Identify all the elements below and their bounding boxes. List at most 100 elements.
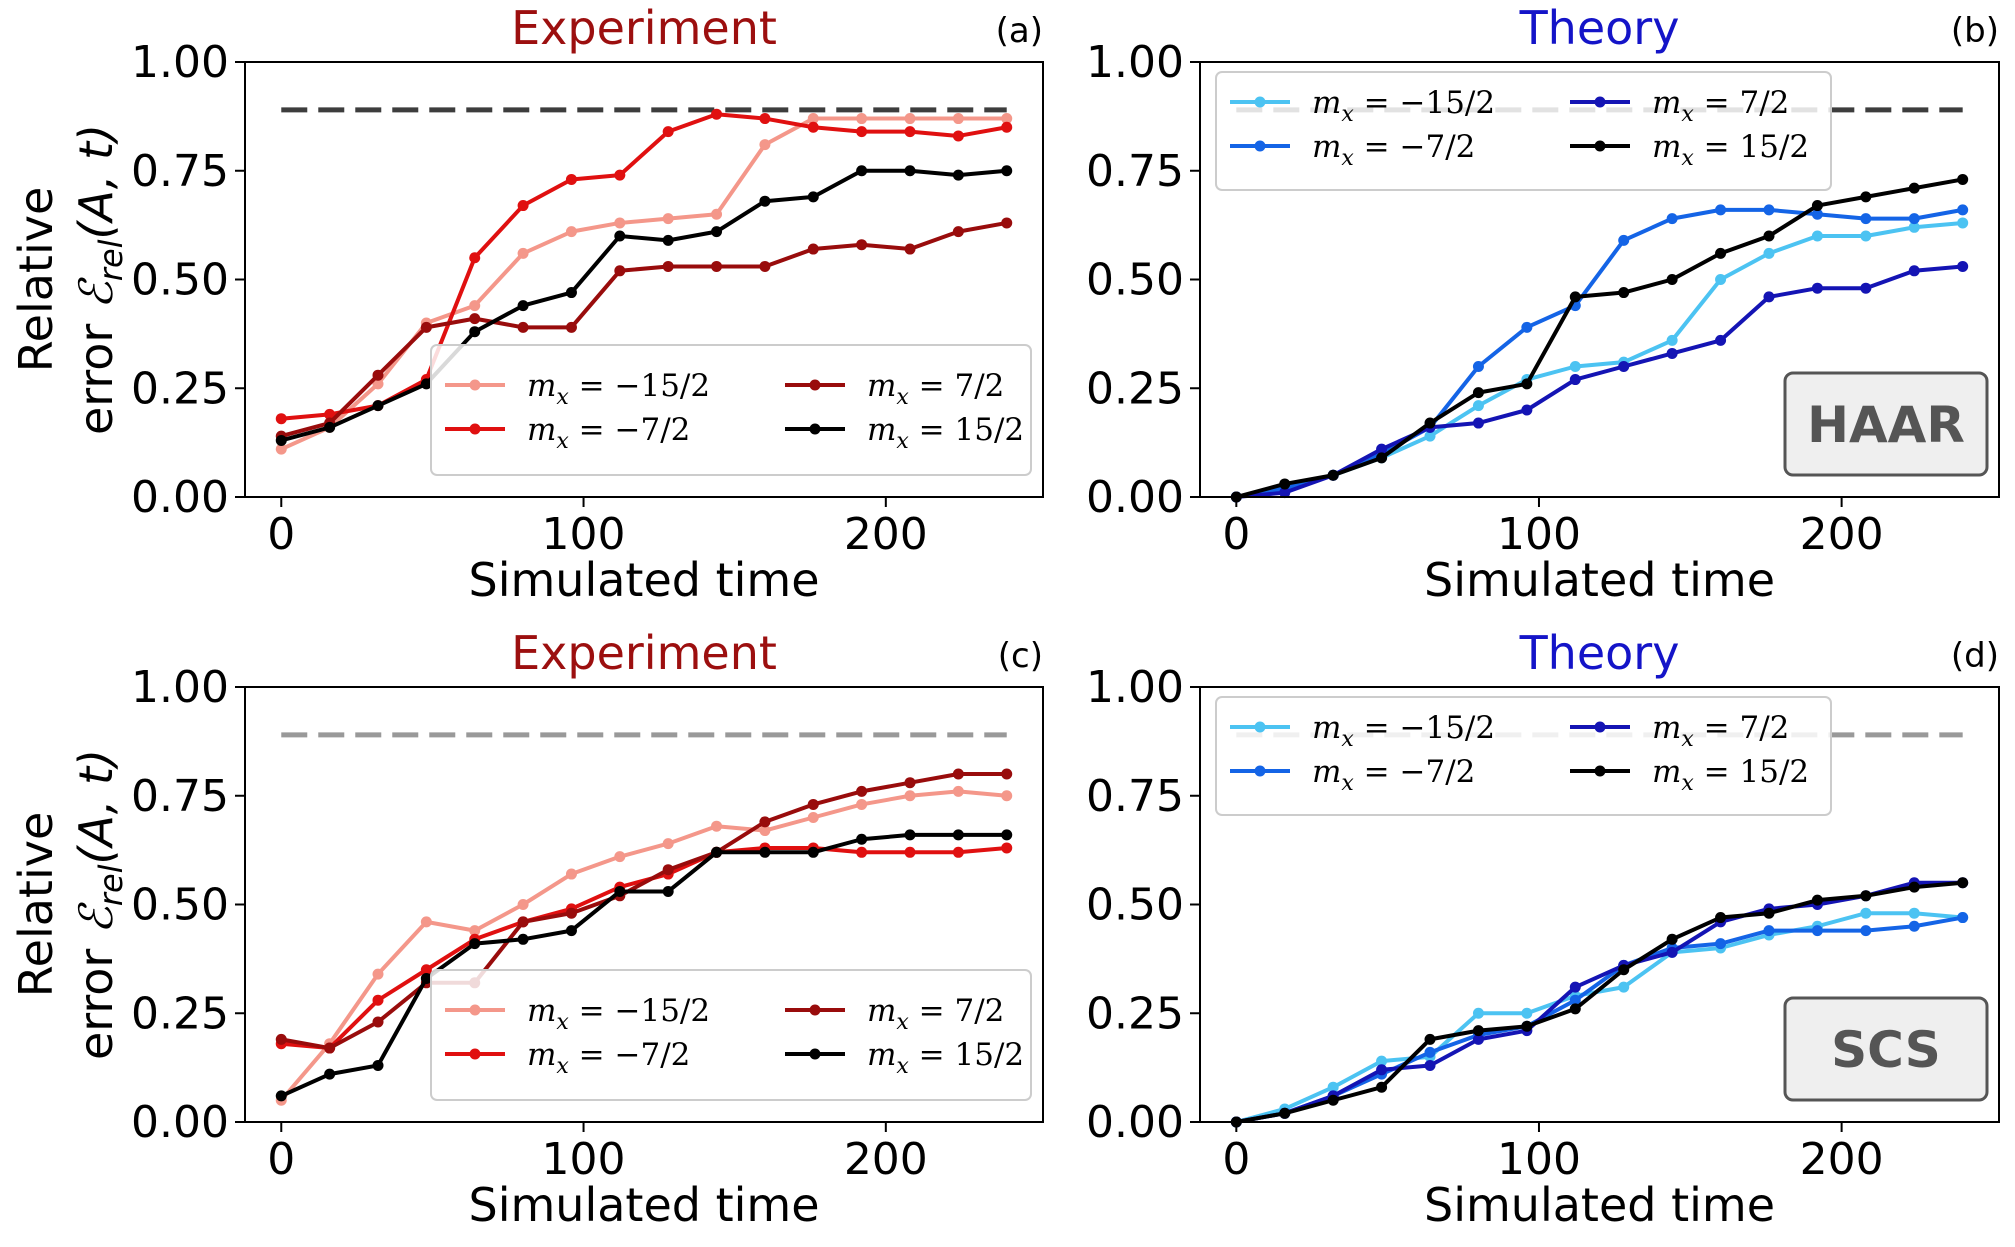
- data-point: [1666, 347, 1678, 359]
- series-line-3: [280, 832, 1007, 1098]
- legend-label: mx = 15/2: [867, 412, 1024, 454]
- panel-letter: (b): [1951, 11, 1999, 51]
- data-point: [275, 434, 287, 446]
- legend: mx = −15/2mx = −7/2 mx = 7/2mx = 15/2: [430, 969, 1032, 1101]
- x-tick-label: 0: [1222, 1134, 1250, 1185]
- x-tick-label: 100: [1497, 1134, 1581, 1185]
- data-point: [1569, 291, 1581, 303]
- legend-item-3: mx = 15/2: [785, 412, 1024, 454]
- data-point: [952, 768, 964, 780]
- series-line-2: [280, 220, 1008, 439]
- y-tick-label: 0.00: [1086, 472, 1184, 523]
- legend-box: [1215, 696, 1832, 816]
- data-point: [1521, 1007, 1533, 1019]
- data-point: [1569, 361, 1581, 372]
- legend-box: [430, 344, 1032, 476]
- legend-swatch-marker: [1254, 765, 1266, 777]
- data-point: [1001, 113, 1013, 125]
- series-line-3: [1235, 177, 1964, 499]
- y-tick-label: 0.25: [131, 988, 229, 1039]
- data-point: [662, 126, 674, 138]
- x-tick-label: 200: [1800, 509, 1884, 560]
- data-point: [759, 846, 771, 858]
- legend: mx = −15/2mx = −7/2 mx = 7/2mx = 15/2: [1215, 696, 1832, 816]
- data-point: [904, 777, 916, 789]
- data-point: [662, 838, 674, 850]
- data-point: [952, 130, 964, 142]
- x-tick-label: 0: [267, 509, 295, 560]
- data-point: [565, 321, 577, 333]
- data-point: [904, 165, 916, 177]
- data-point: [1763, 291, 1775, 303]
- data-point: [1860, 282, 1872, 294]
- data-point: [324, 1042, 336, 1054]
- y-tick-label: 0.75: [1086, 771, 1184, 822]
- data-point: [372, 1016, 384, 1028]
- legend-swatch-marker: [809, 1048, 821, 1060]
- data-point: [856, 113, 868, 125]
- legend-label: mx = 15/2: [867, 1037, 1024, 1079]
- legend-item-3: mx = 15/2: [1570, 129, 1809, 171]
- legend: mx = −15/2mx = −7/2 mx = 7/2mx = 15/2: [1215, 71, 1832, 191]
- data-point: [1001, 121, 1013, 133]
- panel-title: Theory: [1519, 1, 1680, 55]
- data-point: [517, 933, 529, 945]
- legend-label: mx = −7/2: [527, 1037, 690, 1079]
- data-point: [1618, 234, 1630, 246]
- data-point: [1763, 925, 1775, 937]
- data-point: [1666, 933, 1678, 945]
- data-point: [1424, 1046, 1436, 1058]
- data-point: [1618, 361, 1630, 372]
- data-point: [759, 260, 771, 272]
- data-point: [1618, 287, 1630, 299]
- data-point: [420, 964, 432, 976]
- data-point: [1001, 768, 1013, 780]
- data-point: [614, 885, 626, 897]
- panel-title: Theory: [1519, 626, 1680, 680]
- legend-label: mx = −15/2: [1312, 710, 1495, 752]
- data-point: [856, 165, 868, 177]
- data-point: [1957, 912, 1969, 924]
- legend-item-0: mx = −15/2: [445, 368, 710, 410]
- data-point: [807, 243, 819, 255]
- data-point: [517, 899, 529, 910]
- chart-panel-b: 0.00 0.25 0.50 0.75 1.00 0 100 200 Simulated tim…: [1086, 1, 2000, 607]
- y-tick-label: 0.00: [131, 472, 229, 523]
- data-point: [420, 972, 432, 984]
- data-point: [1715, 274, 1727, 285]
- data-point: [565, 173, 577, 185]
- data-point: [1860, 925, 1872, 937]
- legend-swatch-marker: [469, 1004, 481, 1016]
- series-line-0: [279, 789, 1007, 1102]
- data-point: [1376, 1064, 1388, 1076]
- data-point: [711, 108, 723, 120]
- data-point: [614, 169, 626, 181]
- data-point: [1472, 361, 1484, 372]
- legend-item-3: mx = 15/2: [1570, 754, 1809, 796]
- data-point: [275, 443, 287, 455]
- legend-item-2: mx = 7/2: [1570, 710, 1789, 752]
- series-line-2: [280, 772, 1007, 1051]
- data-point: [904, 243, 916, 255]
- data-point: [1666, 213, 1678, 225]
- data-point: [856, 798, 868, 810]
- x-tick-label: 200: [844, 1134, 928, 1185]
- data-point: [372, 378, 384, 390]
- data-point: [952, 846, 964, 858]
- legend-swatch-marker: [469, 379, 481, 391]
- data-point: [372, 994, 384, 1006]
- data-point: [662, 864, 674, 876]
- data-point: [759, 195, 771, 207]
- badge-box: [1783, 371, 1989, 477]
- x-tick-label: 200: [1800, 1134, 1884, 1185]
- data-point: [1472, 1033, 1484, 1045]
- y-tick-label: 0.75: [1086, 146, 1184, 197]
- legend-label: mx = 7/2: [1652, 85, 1789, 127]
- data-point: [1279, 478, 1291, 490]
- badge-label: HAAR: [1807, 396, 1965, 454]
- data-point: [759, 113, 771, 125]
- legend-item-1: mx = −7/2: [1230, 754, 1475, 796]
- data-point: [1472, 400, 1484, 412]
- data-point: [711, 260, 723, 272]
- panel-letter: (a): [996, 11, 1043, 51]
